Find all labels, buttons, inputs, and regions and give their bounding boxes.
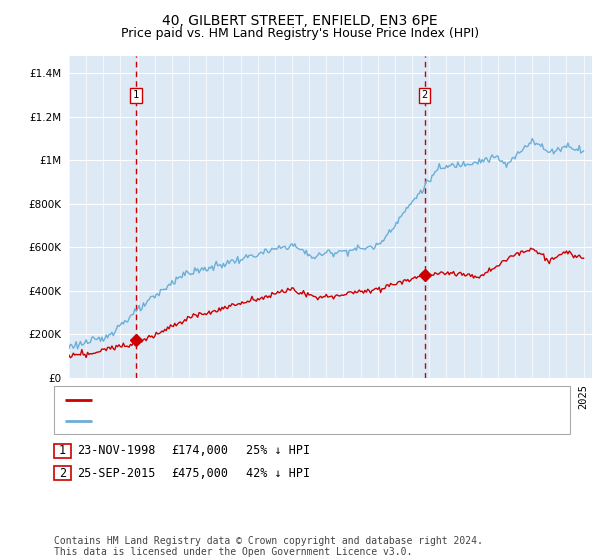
Text: 25% ↓ HPI: 25% ↓ HPI <box>246 444 310 458</box>
Text: 25-SEP-2015: 25-SEP-2015 <box>77 466 155 480</box>
Text: £475,000: £475,000 <box>171 466 228 480</box>
Text: 40, GILBERT STREET, ENFIELD, EN3 6PE: 40, GILBERT STREET, ENFIELD, EN3 6PE <box>162 14 438 28</box>
Text: 40, GILBERT STREET, ENFIELD, EN3 6PE (detached house): 40, GILBERT STREET, ENFIELD, EN3 6PE (de… <box>99 395 457 405</box>
Text: £174,000: £174,000 <box>171 444 228 458</box>
Text: 2: 2 <box>59 466 66 480</box>
Text: 1: 1 <box>59 444 66 458</box>
Text: 42% ↓ HPI: 42% ↓ HPI <box>246 466 310 480</box>
Text: 1: 1 <box>133 90 139 100</box>
Text: HPI: Average price, detached house, Enfield: HPI: Average price, detached house, Enfi… <box>99 416 389 426</box>
Text: Contains HM Land Registry data © Crown copyright and database right 2024.
This d: Contains HM Land Registry data © Crown c… <box>54 535 483 557</box>
Text: 2: 2 <box>421 90 428 100</box>
Text: 23-NOV-1998: 23-NOV-1998 <box>77 444 155 458</box>
Text: Price paid vs. HM Land Registry's House Price Index (HPI): Price paid vs. HM Land Registry's House … <box>121 27 479 40</box>
